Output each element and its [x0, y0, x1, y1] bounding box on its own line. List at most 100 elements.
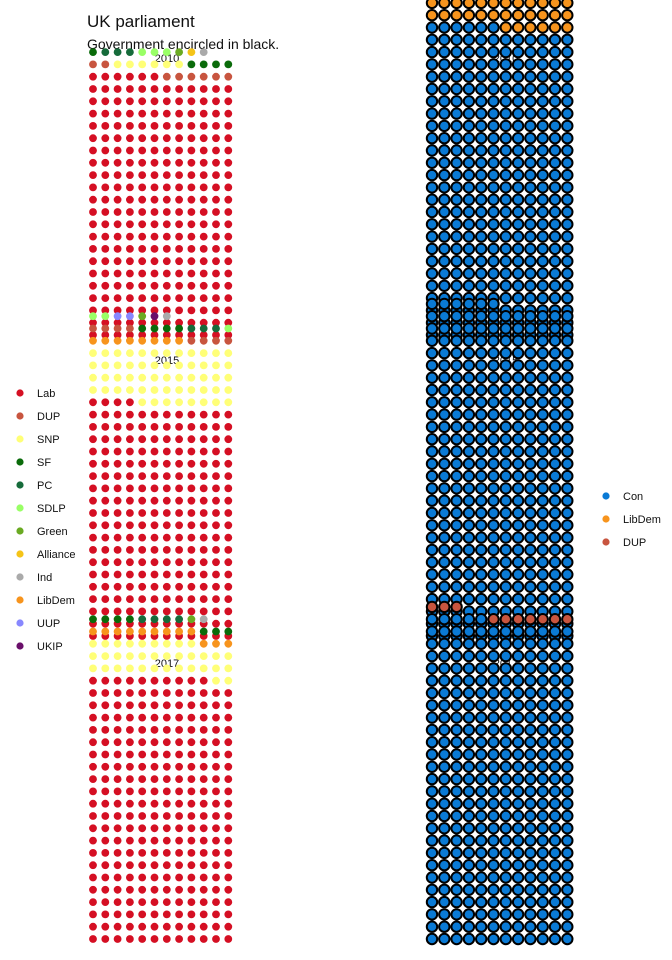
seat-government-2015-con-164	[511, 469, 525, 483]
seat-government-2015-con-49	[425, 580, 439, 593]
seat-government-2010-con-180	[561, 156, 574, 170]
seat-opposition-2017-lab-166	[199, 775, 208, 783]
seat-government-2015-con-154	[536, 482, 549, 495]
seat-government-2017-con-210	[487, 723, 500, 737]
seat-government-2017-con-121	[425, 809, 439, 823]
seat-government-2015-con-276	[561, 359, 574, 372]
seat-government-2017-con-260	[511, 674, 525, 687]
seat-opposition-2017-lab-63	[113, 873, 122, 882]
legend-label-sdlp: SDLP	[37, 503, 66, 515]
seat-government-2017-con-9	[524, 932, 537, 946]
seat-opposition-2015-lab-231	[113, 398, 122, 407]
seat-government-2017-con-43	[499, 895, 512, 909]
seat-government-2010-con-267	[450, 58, 463, 71]
seat-government-2017-con-6	[487, 932, 500, 946]
seat-government-2010-con-46	[536, 291, 549, 305]
government-panel-2015	[425, 297, 574, 643]
seat-opposition-2015-sf-2	[150, 324, 159, 333]
seat-opposition-2015-lab-53	[138, 582, 147, 591]
seat-opposition-2015-lab-177	[187, 459, 196, 468]
seat-government-2010-con-273	[524, 58, 537, 71]
seat-opposition-2010-lab-48	[224, 294, 233, 302]
seat-government-2015-con-318	[487, 310, 500, 323]
seat-government-2010-con-270	[487, 58, 500, 71]
seat-opposition-2017-lab-191	[212, 750, 220, 759]
seat-government-2010-con-295	[499, 33, 512, 46]
seat-government-2010-con-77	[475, 255, 488, 268]
seat-government-2010-con-129	[524, 205, 537, 219]
seat-government-2017-con-32	[511, 908, 525, 921]
seat-government-2017-con-309	[524, 625, 537, 638]
seat-government-2010-con-159	[450, 168, 463, 182]
seat-government-2010-libdem-26	[511, 0, 525, 10]
seat-opposition-2015-lab-223	[162, 410, 171, 419]
seat-government-2015-con-127	[499, 506, 512, 520]
seat-government-2010-con-220	[462, 107, 476, 120]
seat-government-2010-con-189	[524, 144, 537, 157]
seat-government-2010-con-226	[536, 107, 549, 120]
seat-opposition-2010-lab-220	[125, 109, 134, 118]
seat-opposition-2017-lab-197	[138, 738, 147, 747]
seat-opposition-2015-lab-110	[101, 521, 110, 530]
seat-government-2017-con-216	[561, 723, 574, 737]
seat-opposition-2015-lab-181	[89, 447, 97, 456]
seat-opposition-2010-lab-191	[212, 146, 220, 155]
seat-government-2015-con-253	[425, 371, 439, 384]
seat-government-2017-con-289	[425, 637, 439, 650]
seat-government-2010-con-137	[475, 193, 488, 206]
seat-government-2017-con-278	[438, 649, 451, 663]
seat-opposition-2010-lab-154	[199, 183, 208, 192]
seat-government-2010-con-255	[450, 70, 463, 83]
seat-government-2010-con-72	[561, 267, 574, 280]
seat-government-2010-con-76	[462, 255, 476, 268]
seat-opposition-2010-lab-9	[187, 331, 196, 339]
seat-government-2015-con-155	[548, 482, 562, 495]
seat-opposition-2015-lab-210	[150, 423, 159, 431]
seat-opposition-2010-lab-151	[162, 183, 171, 192]
seat-opposition-2010-lab-136	[125, 195, 134, 204]
seat-government-2015-con-266	[438, 359, 451, 372]
seat-government-2015-con-176	[511, 457, 525, 470]
seat-opposition-2017-snp-11	[187, 664, 196, 673]
seat-government-2017-con-154	[536, 785, 549, 798]
seat-government-2010-con-287	[548, 45, 562, 59]
seat-opposition-2010-lab-234	[150, 97, 159, 106]
seat-opposition-2010-lab-241	[89, 85, 97, 93]
seat-opposition-2015-lab-160	[125, 472, 134, 480]
seat-government-2010-libdem-17	[548, 9, 562, 22]
seat-government-2017-con-23	[548, 920, 562, 933]
seat-opposition-2017-lab-261	[187, 676, 196, 685]
seat-government-2017-con-71	[548, 871, 562, 884]
seat-government-2015-con-230	[438, 396, 451, 409]
seat-opposition-2017-lab-173	[138, 762, 147, 771]
seat-opposition-2010-lab-132	[224, 208, 233, 216]
seat-government-2017-con-84	[561, 859, 574, 872]
seat-government-2015-con-121	[425, 506, 439, 520]
seat-government-2017-con-107	[548, 834, 562, 847]
seat-government-2015-con-233	[475, 396, 488, 409]
seat-opposition-2015-libdem-3	[113, 336, 122, 345]
seat-government-2015-con-51	[450, 580, 463, 593]
seat-government-2010-con-70	[536, 267, 549, 280]
seat-government-2017-con-236	[511, 699, 525, 712]
seat-opposition-2015-libdem-6	[150, 336, 159, 345]
seat-opposition-2017-lab-195	[113, 738, 122, 747]
seat-government-2017-con-160	[462, 772, 476, 786]
seat-government-2017-con-74	[438, 859, 451, 872]
seat-opposition-2017-lab-58	[199, 885, 208, 894]
seat-opposition-2015-lab-104	[175, 533, 184, 542]
seat-opposition-2015-lab-24	[224, 619, 233, 628]
seat-opposition-2015-libdem-8	[175, 336, 184, 345]
seat-government-2017-con-155	[548, 785, 562, 798]
seat-opposition-2017-lab-257	[138, 676, 147, 685]
seat-government-2015-con-261	[524, 371, 537, 384]
seat-opposition-2010-sf-5	[89, 48, 97, 56]
seat-government-2010-con-73	[425, 255, 439, 268]
seat-government-2010-con-117	[524, 218, 537, 231]
seat-government-2015-con-243	[450, 383, 463, 397]
seat-government-2015-con-235	[499, 396, 512, 409]
seat-government-2015-con-150	[487, 482, 500, 495]
seat-government-2017-con-10	[536, 932, 549, 946]
seat-opposition-2015-lab-106	[199, 533, 208, 542]
seat-government-2010-con-153	[524, 181, 537, 194]
